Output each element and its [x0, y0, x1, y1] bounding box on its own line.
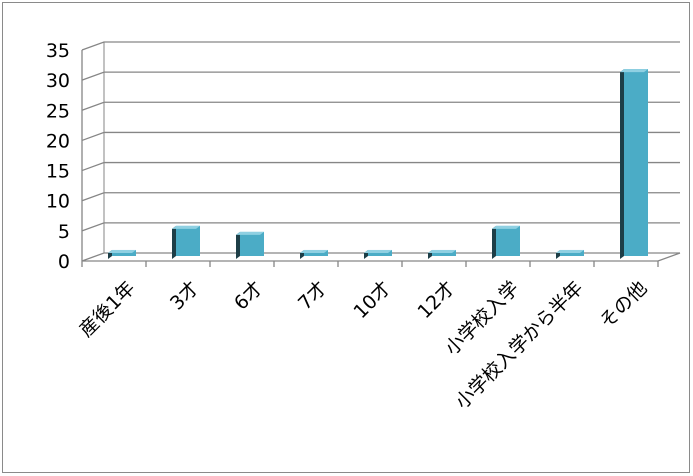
gridline: [81, 161, 680, 172]
gridline: [81, 222, 680, 232]
bar-1: [108, 249, 136, 259]
y-tick-label: 20: [46, 130, 70, 152]
x-tick-label: 7才: [294, 277, 332, 315]
bar-front: [432, 249, 456, 256]
y-tick-label: 15: [46, 161, 70, 183]
y-tick-labels: 0 5 10 15 20 25 30 35: [46, 40, 70, 273]
y-tick-label: 25: [46, 100, 70, 122]
bar-front: [304, 249, 328, 256]
gridline: [81, 71, 680, 81]
y-tick-label: 35: [46, 40, 70, 62]
bar-6: [428, 249, 456, 259]
x-tick-label: 12才: [413, 277, 459, 323]
bar-side: [172, 225, 176, 259]
x-tick-label: 3才: [166, 277, 204, 315]
bar-top: [492, 225, 520, 229]
bar-front: [112, 249, 136, 256]
bar-5: [364, 249, 392, 259]
bar-front: [176, 225, 200, 256]
gridline: [81, 41, 680, 51]
y-tick-label: 5: [58, 221, 70, 243]
bar-top: [364, 249, 392, 253]
bar-top: [620, 69, 648, 73]
x-tick-label: その他: [596, 277, 652, 333]
gridline: [81, 101, 680, 111]
bar-9: [620, 69, 648, 259]
bar-front: [560, 249, 584, 256]
bar-front: [624, 69, 648, 256]
x-tick-label: 10才: [349, 277, 395, 323]
bar-top: [236, 231, 264, 235]
gridline: [81, 192, 680, 202]
bar-4: [300, 249, 328, 259]
axes: [81, 42, 681, 267]
bar-2: [172, 225, 200, 259]
bar-top: [300, 249, 328, 253]
x-tick-label: 6才: [230, 277, 268, 315]
bar-top: [172, 225, 200, 229]
bar-front: [368, 249, 392, 256]
bars: [108, 69, 648, 259]
bar-top: [428, 249, 456, 253]
bar-7: [492, 225, 520, 259]
y-tick-label: 30: [46, 70, 70, 92]
bar-side: [492, 225, 496, 259]
bar-top: [556, 249, 584, 253]
bar-front: [496, 225, 520, 256]
y-tick-label: 0: [58, 251, 70, 273]
x-tick-label: 小学校入学から半年: [451, 277, 587, 413]
gridline: [81, 131, 680, 142]
bar-side: [620, 69, 624, 259]
bar-3: [236, 231, 264, 259]
x-tick-label: 産後1年: [75, 277, 139, 341]
gridlines: [81, 41, 680, 262]
bar-top: [108, 249, 136, 253]
bar-side: [236, 231, 240, 259]
y-tick-label: 10: [46, 191, 70, 213]
bar-front: [240, 231, 264, 256]
bar-8: [556, 249, 584, 259]
